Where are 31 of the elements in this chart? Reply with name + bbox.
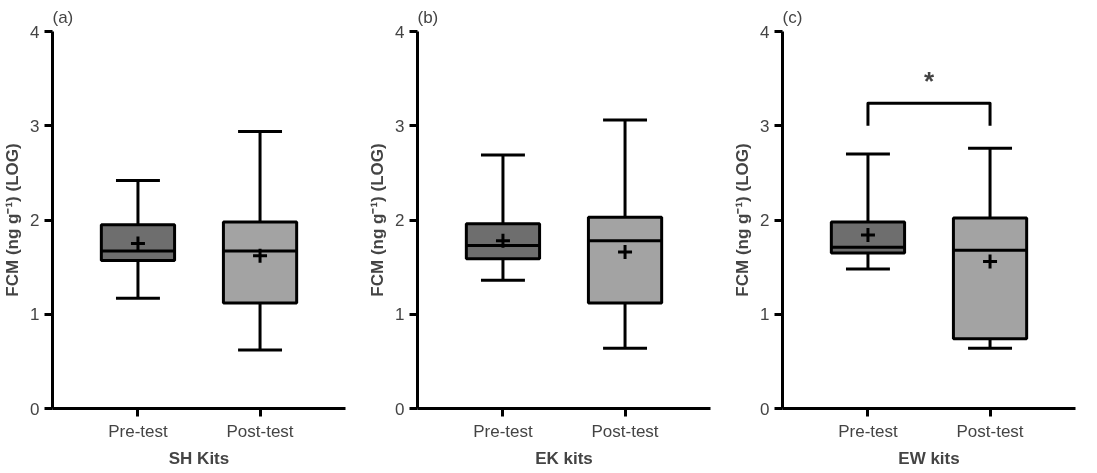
y-tick-label: 2 bbox=[395, 211, 405, 230]
y-tick-label: 3 bbox=[395, 116, 405, 136]
x-tick-label: Post-test bbox=[956, 421, 1024, 441]
y-tick-label: 1 bbox=[760, 305, 770, 325]
x-tick-label: Pre-test bbox=[473, 421, 533, 441]
y-tick-label: 0 bbox=[30, 399, 40, 419]
y-tick-label: 1 bbox=[395, 305, 405, 325]
chart-title: (a) bbox=[52, 7, 74, 27]
x-tick-label: Post-test bbox=[591, 421, 659, 441]
x-tick-label: Pre-test bbox=[838, 421, 898, 441]
y-axis-title: FCM (ng g⁻¹) (LOG) bbox=[733, 143, 753, 297]
y-tick-label: 3 bbox=[30, 116, 40, 136]
y-tick-label: 4 bbox=[395, 22, 405, 42]
y-tick-label: 2 bbox=[760, 211, 770, 230]
chart-title: (c) bbox=[782, 7, 803, 27]
y-tick-label: 4 bbox=[760, 22, 770, 42]
x-axis-title: EK kits bbox=[535, 448, 593, 468]
y-tick-label: 3 bbox=[760, 116, 770, 136]
x-tick-label: Pre-test bbox=[108, 421, 168, 441]
y-axis-title: FCM (ng g⁻¹) (LOG) bbox=[3, 143, 23, 297]
y-axis-title: FCM (ng g⁻¹) (LOG) bbox=[368, 143, 388, 297]
x-tick-label: Post-test bbox=[226, 421, 294, 441]
x-axis-title: SH Kits bbox=[168, 448, 230, 468]
y-tick-label: 0 bbox=[760, 399, 770, 419]
y-tick-label: 0 bbox=[395, 399, 405, 419]
chart-title: (b) bbox=[417, 7, 439, 27]
annotation: * bbox=[923, 66, 935, 97]
y-tick-label: 1 bbox=[30, 305, 40, 325]
y-tick-label: 2 bbox=[30, 211, 40, 230]
y-tick-label: 4 bbox=[30, 22, 40, 42]
x-axis-title: EW kits bbox=[898, 448, 960, 468]
